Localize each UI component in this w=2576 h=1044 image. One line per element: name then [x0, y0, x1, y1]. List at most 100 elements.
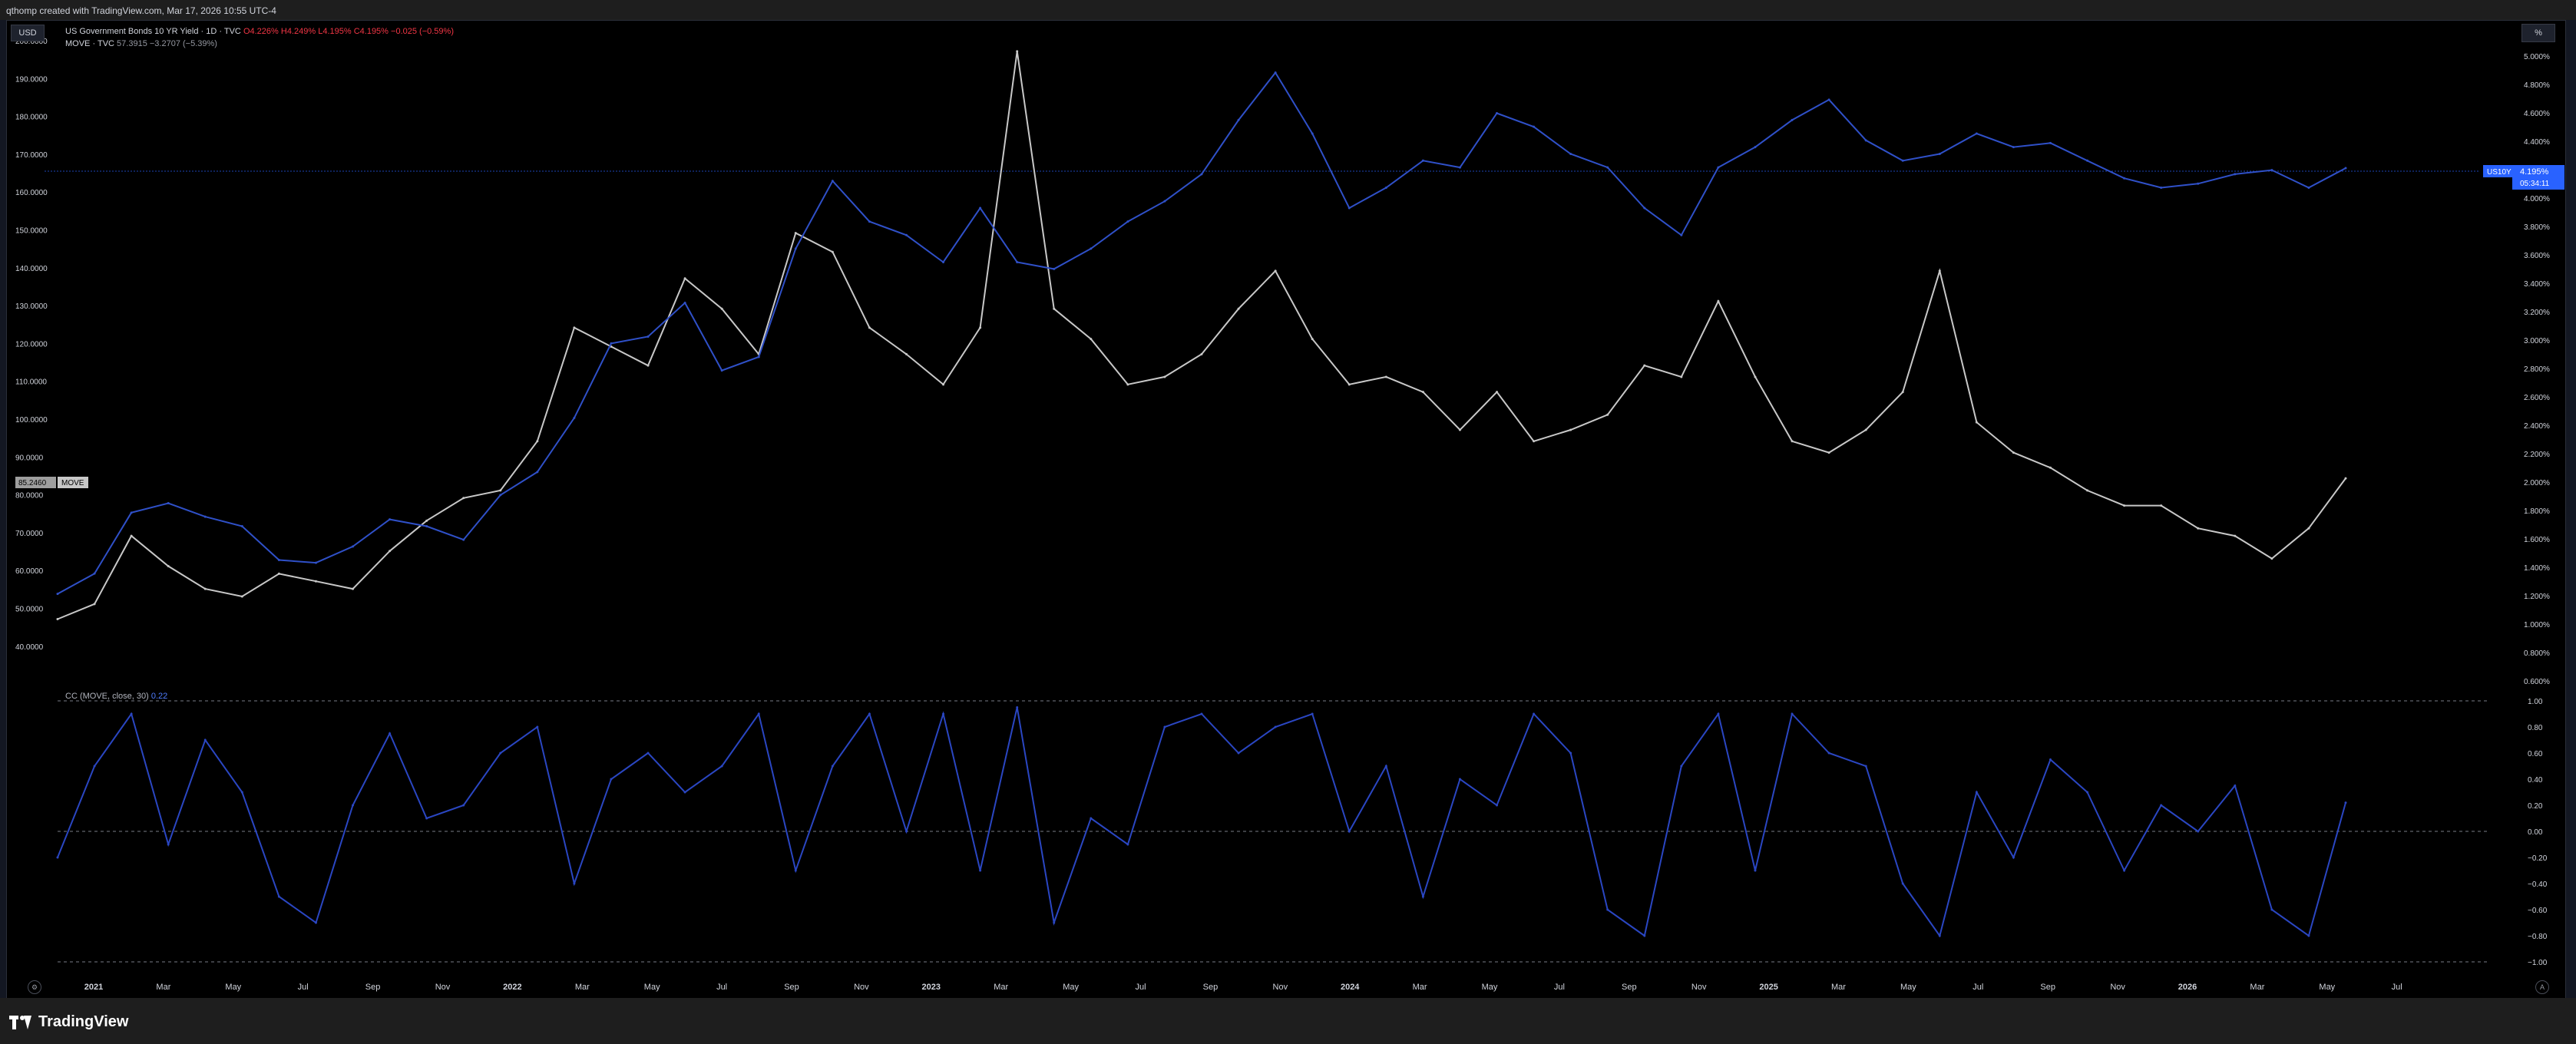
us10y-timer-text: 05:34:11 — [2520, 180, 2550, 188]
us10y-point — [389, 518, 392, 521]
brand-name: TradingView — [38, 1013, 129, 1030]
bottom-brand-bar: TradingView — [0, 998, 2576, 1044]
cc-point — [1090, 817, 1093, 820]
cc-axis-tick-label: 0.80 — [2528, 724, 2543, 732]
move-point — [2086, 489, 2089, 492]
cc-point — [1533, 712, 1536, 715]
us10y-point — [1533, 125, 1536, 128]
legend-us10y-high: H4.249% — [280, 27, 316, 36]
left-axis-tick-label: 60.0000 — [15, 567, 44, 576]
us10y-point — [2086, 159, 2089, 162]
cc-point — [794, 869, 797, 872]
us10y-point — [2307, 187, 2310, 190]
move-point — [1791, 440, 1794, 443]
us10y-point — [425, 524, 428, 527]
time-axis-tick-label: Jul — [2392, 983, 2402, 992]
move-point — [1606, 413, 1609, 416]
cc-axis-tick-label: −0.20 — [2528, 854, 2548, 863]
time-axis-tick-label: Sep — [1203, 983, 1219, 992]
cc-axis-tick-label: 0.60 — [2528, 750, 2543, 758]
us10y-point — [499, 494, 502, 497]
cc-point — [2086, 791, 2089, 794]
cc-point — [1163, 725, 1166, 728]
currency-button[interactable]: USD — [11, 25, 45, 41]
cc-point — [1458, 778, 1461, 781]
us10y-point — [610, 342, 613, 345]
us10y-point — [1458, 166, 1461, 169]
cc-axis-tick-label: 1.00 — [2528, 698, 2543, 706]
us10y-point — [757, 355, 760, 358]
move-point — [794, 232, 797, 235]
percent-scale-button[interactable]: % — [2521, 24, 2555, 42]
us10y-point — [93, 572, 96, 575]
time-axis-tick-label: May — [2319, 983, 2335, 992]
cc-point — [2012, 856, 2015, 859]
left-axis-tick-label: 50.0000 — [15, 606, 44, 614]
legend-us10y[interactable]: US Government Bonds 10 YR Yield · 1D · T… — [65, 27, 454, 36]
tradingview-brand[interactable]: TradingView — [9, 1013, 128, 1031]
us10y-point — [352, 545, 355, 548]
cc-point — [979, 869, 982, 872]
us10y-point — [2160, 187, 2163, 190]
time-axis-tick-label: Nov — [435, 983, 451, 992]
legend-move[interactable]: MOVE · TVC 57.3915 −3.2707 (−5.39%) — [65, 39, 217, 48]
us10y-symbol-text: US10Y — [2487, 168, 2512, 177]
move-series-line — [57, 51, 2346, 620]
move-point — [646, 364, 650, 367]
cc-axis-tick-label: −1.00 — [2528, 959, 2548, 967]
move-point — [1421, 391, 1424, 394]
move-point — [1458, 428, 1461, 431]
us10y-point — [1864, 139, 1867, 142]
legend-cc[interactable]: CC (MOVE, close, 30) 0.22 — [65, 692, 167, 701]
us10y-point — [167, 501, 170, 504]
time-axis-tick-label: Mar — [1831, 983, 1846, 992]
move-point — [1717, 299, 1720, 302]
us10y-point — [1680, 233, 1683, 236]
tradingview-logo-icon — [9, 1015, 32, 1029]
us10y-point — [1348, 206, 1351, 210]
us10y-point — [130, 511, 133, 514]
move-point — [2234, 534, 2237, 537]
left-axis-tick-label: 130.0000 — [15, 302, 48, 311]
left-axis-tick-label: 40.0000 — [15, 643, 44, 652]
right-axis-tick-label: 4.400% — [2524, 138, 2550, 147]
legend-us10y-low: L4.195% — [318, 27, 352, 36]
right-axis-tick-label: 3.600% — [2524, 252, 2550, 260]
chart-area[interactable] — [6, 20, 2566, 999]
us10y-point — [1421, 159, 1424, 162]
left-axis-tick-label: 70.0000 — [15, 530, 44, 538]
move-point — [314, 580, 317, 583]
top-caption-bar: qthomp created with TradingView.com, Mar… — [0, 0, 2576, 20]
move-point — [462, 497, 465, 500]
us10y-point — [2270, 169, 2273, 172]
move-point — [1901, 391, 1904, 394]
move-point — [1827, 451, 1830, 454]
right-axis-tick-label: 0.800% — [2524, 649, 2550, 658]
move-point — [683, 277, 686, 280]
cc-point — [646, 752, 650, 755]
cc-point — [240, 791, 243, 794]
move-point — [2123, 504, 2126, 507]
move-point — [868, 326, 871, 329]
us10y-point — [904, 233, 908, 236]
us10y-point — [462, 538, 465, 541]
cc-point — [868, 712, 871, 715]
us10y-point — [1090, 247, 1093, 250]
cc-point — [1126, 843, 1129, 846]
us10y-point — [868, 220, 871, 223]
time-axis-tick-label: Nov — [854, 983, 869, 992]
us10y-point — [1827, 98, 1830, 101]
time-axis-tick-label: 2024 — [1341, 983, 1360, 992]
left-axis-tick-label: 150.0000 — [15, 227, 48, 236]
us10y-point — [203, 515, 207, 518]
time-axis-tick-label: Jul — [298, 983, 309, 992]
cc-point — [277, 895, 280, 898]
auto-scale-icon[interactable]: A — [2535, 980, 2549, 994]
cc-point — [1901, 882, 1904, 885]
us10y-point — [573, 416, 576, 419]
timezone-settings-icon[interactable]: ⚙ — [28, 980, 41, 994]
us10y-value-badge — [2512, 165, 2564, 190]
us10y-point — [1274, 71, 1277, 74]
move-point — [2160, 504, 2163, 507]
